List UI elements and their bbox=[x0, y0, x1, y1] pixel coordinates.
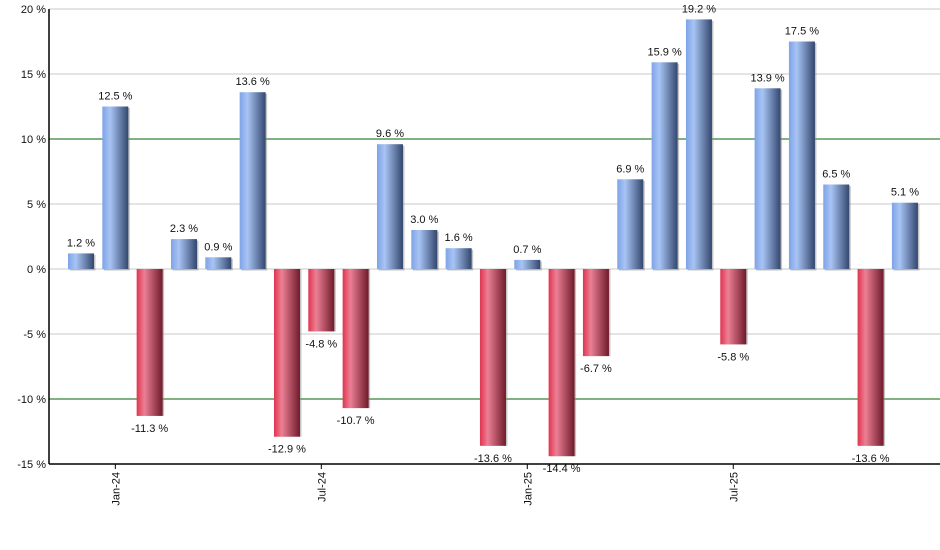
bar-value-label: -4.8 % bbox=[305, 338, 337, 350]
bar-value-label: 3.0 % bbox=[410, 214, 438, 226]
positive-bar bbox=[754, 88, 781, 269]
y-tick-label: 5 % bbox=[27, 199, 46, 211]
negative-bar bbox=[582, 269, 609, 357]
bar-value-label: 19.2 % bbox=[682, 3, 716, 15]
positive-bar bbox=[617, 179, 644, 269]
positive-bar bbox=[445, 248, 472, 269]
positive-bar bbox=[411, 230, 438, 269]
positive-bar bbox=[514, 259, 541, 269]
positive-bar bbox=[823, 184, 850, 269]
y-tick-label: -15 % bbox=[17, 459, 46, 471]
bar-value-label: 0.7 % bbox=[513, 244, 541, 256]
negative-bar bbox=[136, 269, 163, 416]
positive-bar bbox=[170, 239, 197, 269]
negative-bar bbox=[857, 269, 884, 446]
bar-value-label: 1.6 % bbox=[445, 232, 473, 244]
positive-bar bbox=[239, 92, 266, 269]
positive-bar bbox=[891, 202, 918, 269]
bar-value-label: 1.2 % bbox=[67, 237, 95, 249]
bar-series bbox=[68, 19, 920, 457]
bar-value-label: 13.6 % bbox=[236, 76, 270, 88]
bar-value-label: 13.9 % bbox=[750, 72, 784, 84]
positive-bar bbox=[68, 253, 94, 269]
bar-value-label: -13.6 % bbox=[474, 453, 512, 465]
y-tick-label: 15 % bbox=[21, 69, 46, 81]
bar-value-label: -10.7 % bbox=[337, 415, 375, 427]
y-tick-label: -10 % bbox=[17, 394, 46, 406]
bar-value-label: -11.3 % bbox=[131, 423, 168, 435]
positive-bar bbox=[788, 41, 815, 269]
negative-bar bbox=[479, 269, 506, 446]
bar-value-label: 17.5 % bbox=[785, 26, 819, 38]
y-tick-label: 0 % bbox=[27, 264, 46, 276]
negative-bar bbox=[308, 269, 335, 332]
bar-value-label: 5.1 % bbox=[891, 187, 919, 199]
bar-value-label: 6.9 % bbox=[616, 163, 644, 175]
x-tick-label: Jan-24 bbox=[110, 472, 122, 506]
value-labels: 1.2 % 12.5 % -11.3 % 2.3 % 0.9 % 13.6 % -12.9 … bbox=[67, 3, 919, 475]
bar-value-label: 12.5 % bbox=[98, 91, 132, 103]
bar-value-label: -13.6 % bbox=[852, 453, 890, 465]
negative-bar bbox=[720, 269, 747, 345]
x-tick-label: Jul-24 bbox=[316, 472, 328, 502]
positive-bar bbox=[205, 257, 232, 269]
y-tick-label: 10 % bbox=[21, 134, 46, 146]
bar-value-label: -6.7 % bbox=[580, 363, 612, 375]
negative-bar bbox=[548, 269, 575, 457]
positive-bar bbox=[651, 62, 678, 269]
y-tick-label: -5 % bbox=[23, 329, 46, 341]
positive-bar bbox=[376, 144, 403, 269]
positive-bar bbox=[102, 106, 129, 269]
bar-value-label: 0.9 % bbox=[204, 241, 232, 253]
x-tick-label: Jul-25 bbox=[728, 472, 740, 502]
negative-bar bbox=[273, 269, 300, 437]
bar-value-label: -14.4 % bbox=[543, 463, 581, 475]
negative-bar bbox=[342, 269, 369, 409]
bar-value-label: 15.9 % bbox=[647, 46, 681, 58]
positive-bar bbox=[685, 19, 712, 270]
bar-value-label: -5.8 % bbox=[717, 351, 749, 363]
bar-value-label: 6.5 % bbox=[822, 169, 850, 181]
bar-value-label: 2.3 % bbox=[170, 223, 198, 235]
y-tick-label: 20 % bbox=[21, 4, 46, 16]
axes: 20 % 15 % 10 % 5 % 0 % -5 % -10 % -15 % Jan-24 Ju… bbox=[17, 4, 940, 506]
bar-value-label: 9.6 % bbox=[376, 128, 404, 140]
bar-value-label: -12.9 % bbox=[268, 444, 306, 456]
x-tick-label: Jan-25 bbox=[522, 472, 534, 506]
